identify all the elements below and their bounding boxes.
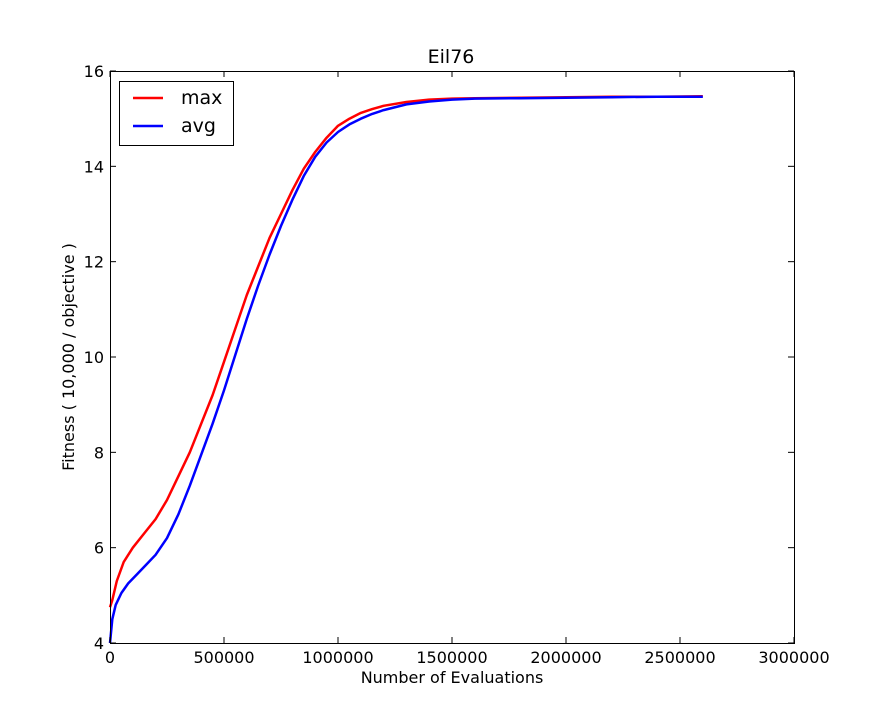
legend-box: [119, 81, 234, 146]
y-axis-label: Fitness ( 10,000 / objective ): [59, 243, 78, 471]
y-tick-label: 8: [94, 443, 104, 462]
ticks-layer: 0 500000 1000000 1500000 2000000 2500000 30000…: [84, 62, 830, 667]
x-tick-label: 2500000: [644, 648, 715, 667]
series-line-avg: [108, 95, 703, 644]
series-layer: [108, 95, 703, 644]
x-axis-label: Number of Evaluations: [361, 668, 544, 687]
y-tick-label: 4: [94, 634, 104, 653]
y-tick-label: 14: [84, 157, 104, 176]
legend: max avg: [119, 81, 234, 146]
x-tick-label: 2000000: [530, 648, 601, 667]
x-tick-label: 1000000: [302, 648, 373, 667]
y-tick-label: 12: [84, 253, 104, 272]
y-tick-label: 10: [84, 348, 104, 367]
y-tick-label: 6: [94, 539, 104, 558]
x-tick-label: 3000000: [758, 648, 829, 667]
plot-frame: [110, 71, 795, 644]
legend-label-avg: avg: [181, 115, 216, 137]
chart-title: Eil76: [428, 46, 475, 68]
legend-label-max: max: [181, 87, 222, 109]
x-tick-label: 1500000: [416, 648, 487, 667]
x-tick-label: 0: [105, 648, 115, 667]
x-tick-label: 500000: [193, 648, 254, 667]
y-tick-label: 16: [84, 62, 104, 81]
